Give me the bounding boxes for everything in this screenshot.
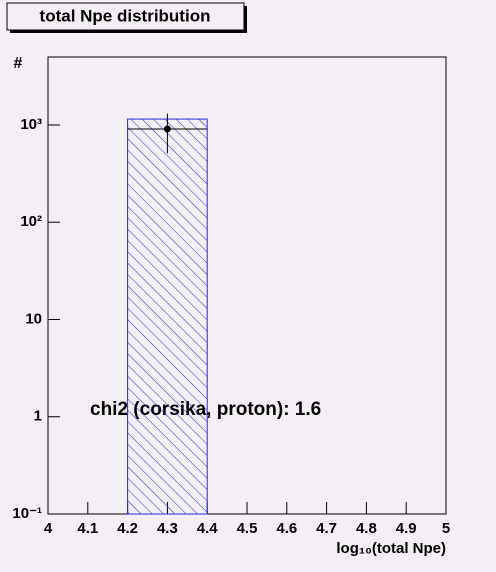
y-tick-label: 10⁻¹	[12, 505, 42, 522]
x-tick-label: 4.9	[396, 520, 417, 537]
x-tick-label: 4.5	[237, 520, 258, 537]
histogram-bar	[127, 118, 208, 515]
y-tick-label: 10²	[20, 213, 42, 230]
x-tick-label: 4.4	[197, 520, 219, 537]
x-tick-label: 4.8	[356, 520, 377, 537]
x-tick-label: 5	[442, 520, 450, 537]
x-tick-label: 4	[44, 520, 53, 537]
x-tick-label: 4.1	[77, 520, 98, 537]
data-point	[163, 125, 171, 133]
y-tick-label: 1	[34, 408, 42, 425]
x-axis-label: log₁₀(total Npe)	[336, 540, 446, 557]
x-tick-label: 4.7	[316, 520, 337, 537]
chart-title: total Npe distribution	[40, 6, 211, 25]
x-tick-label: 4.3	[157, 520, 178, 537]
frame	[47, 56, 447, 515]
title-box	[6, 2, 245, 31]
x-tick-label: 4.6	[276, 520, 297, 537]
y-axis-label: #	[14, 55, 23, 72]
y-tick-label: 10³	[20, 116, 42, 133]
y-tick-label: 10	[25, 310, 42, 327]
x-tick-label: 4.2	[117, 520, 138, 537]
